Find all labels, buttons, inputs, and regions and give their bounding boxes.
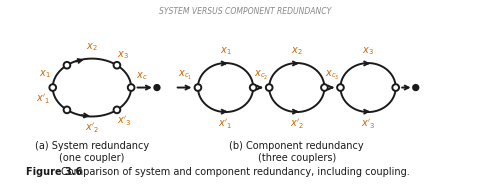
Text: $x'_3$: $x'_3$ (117, 114, 131, 128)
Circle shape (249, 84, 256, 91)
Text: Figure 3.6: Figure 3.6 (27, 167, 83, 177)
Text: $x_3$: $x_3$ (117, 49, 128, 61)
Text: $x'_{3}$: $x'_{3}$ (360, 117, 375, 131)
Circle shape (113, 107, 120, 113)
Circle shape (154, 85, 159, 90)
Text: $x_{3}$: $x_{3}$ (361, 45, 373, 57)
Text: (a) System redundancy: (a) System redundancy (35, 141, 149, 151)
Text: SYSTEM VERSUS COMPONENT REDUNDANCY: SYSTEM VERSUS COMPONENT REDUNDANCY (159, 7, 331, 16)
Circle shape (321, 84, 327, 91)
Circle shape (412, 85, 417, 90)
Text: $x_c$: $x_c$ (136, 70, 148, 82)
Text: $x_{c_1}$: $x_{c_1}$ (178, 69, 192, 82)
Circle shape (194, 84, 201, 91)
Circle shape (266, 84, 272, 91)
Circle shape (337, 84, 343, 91)
Text: $x_{c_2}$: $x_{c_2}$ (254, 69, 268, 82)
Text: $x'_2$: $x'_2$ (85, 122, 99, 135)
Text: (one coupler): (one coupler) (59, 153, 124, 163)
Text: $x_2$: $x_2$ (86, 41, 98, 53)
Text: $x_{2}$: $x_{2}$ (291, 45, 302, 57)
Text: $x_{1}$: $x_{1}$ (219, 45, 231, 57)
Circle shape (64, 107, 70, 113)
Text: $x_{c_3}$: $x_{c_3}$ (325, 69, 339, 82)
Text: $x'_1$: $x'_1$ (36, 93, 51, 106)
Text: $x_1$: $x_1$ (39, 68, 51, 79)
Text: (b) Component redundancy: (b) Component redundancy (229, 141, 363, 151)
Circle shape (113, 62, 120, 69)
Text: $x'_{1}$: $x'_{1}$ (218, 117, 232, 131)
Text: Comparison of system and component redundancy, including coupling.: Comparison of system and component redun… (61, 167, 409, 177)
Text: (three couplers): (three couplers) (257, 153, 335, 163)
Circle shape (392, 84, 398, 91)
Circle shape (128, 84, 134, 91)
Circle shape (64, 62, 70, 69)
Circle shape (49, 84, 56, 91)
Text: $x'_{2}$: $x'_{2}$ (289, 117, 304, 131)
